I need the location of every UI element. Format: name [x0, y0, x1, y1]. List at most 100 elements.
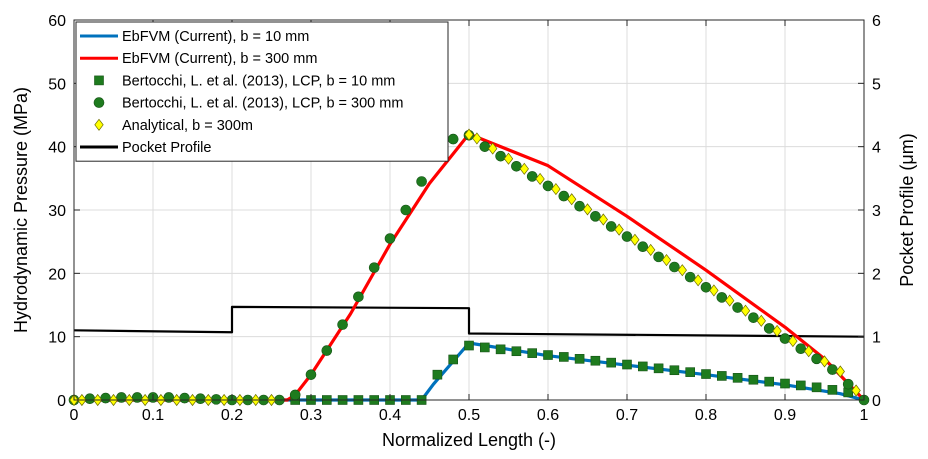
- data-point: [582, 203, 593, 216]
- legend-swatch: [94, 75, 104, 86]
- data-point: [195, 393, 206, 405]
- data-point: [827, 385, 838, 395]
- data-point: [606, 357, 617, 368]
- data-point: [669, 261, 680, 273]
- data-point: [851, 384, 861, 397]
- data-point: [464, 128, 474, 141]
- data-point: [709, 284, 719, 297]
- data-point: [811, 353, 822, 365]
- y2-tick-label: 5: [872, 76, 881, 93]
- data-point: [416, 176, 427, 187]
- x-tick-label: 0.4: [379, 407, 401, 424]
- x-tick-label: 0.7: [616, 407, 638, 424]
- legend: EbFVM (Current), b = 10 mm EbFVM (Current…: [75, 21, 449, 162]
- legend-entry: Bertocchi, L. et al. (2013), LCP, b = 10…: [94, 73, 395, 89]
- y-tick-label: 60: [48, 13, 66, 30]
- x-tick-label: 0.3: [300, 407, 322, 424]
- data-point: [740, 304, 751, 317]
- data-point: [368, 262, 380, 273]
- data-point: [669, 365, 680, 376]
- data-point: [842, 378, 854, 390]
- data-point: [116, 392, 127, 403]
- data-point: [763, 323, 775, 334]
- y-tick-label: 10: [48, 330, 66, 347]
- data-point: [685, 367, 696, 377]
- data-point: [700, 281, 712, 293]
- data-point: [100, 392, 111, 404]
- y2-axis-label: Pocket Profile (μm): [897, 133, 917, 286]
- data-point: [574, 200, 585, 212]
- data-point: [551, 183, 561, 196]
- data-point: [772, 324, 782, 338]
- x-tick-label: 0.5: [458, 407, 480, 424]
- data-point: [637, 361, 648, 372]
- legend-entry: EbFVM (Current), b = 300 mm: [80, 51, 317, 67]
- data-point: [684, 271, 696, 283]
- data-point: [716, 292, 728, 303]
- series-4: [69, 128, 861, 407]
- legend-entry: Analytical, b = 300m: [94, 118, 253, 134]
- data-point: [835, 365, 845, 378]
- x-tick-label: 0.8: [695, 407, 717, 424]
- legend-swatch: [94, 118, 104, 131]
- legend-label: EbFVM (Current), b = 10 mm: [122, 29, 309, 45]
- y2-tick-label: 3: [872, 203, 881, 220]
- data-point: [756, 314, 766, 327]
- data-point: [590, 211, 601, 222]
- data-point: [179, 392, 190, 404]
- legend-label: Pocket Profile: [122, 140, 211, 156]
- x-tick-label: 1: [860, 407, 869, 424]
- data-point: [131, 392, 143, 403]
- data-point: [464, 340, 474, 351]
- data-point: [84, 393, 96, 405]
- data-point: [527, 348, 538, 358]
- data-point: [653, 363, 664, 374]
- series-line: [73, 305, 865, 338]
- legend-entry: Pocket Profile: [80, 140, 211, 156]
- data-point: [535, 172, 545, 186]
- data-point: [622, 359, 632, 370]
- data-point: [400, 204, 412, 216]
- data-point: [384, 233, 396, 244]
- x-tick-label: 0.6: [537, 407, 559, 424]
- data-point: [637, 241, 649, 253]
- y2-tick-label: 4: [872, 140, 881, 157]
- data-point: [210, 394, 222, 405]
- data-point: [543, 350, 553, 360]
- data-point: [503, 152, 514, 165]
- x-tick-label: 0.1: [142, 407, 164, 424]
- data-point: [353, 291, 364, 303]
- y-tick-label: 40: [48, 140, 66, 157]
- data-point: [558, 190, 570, 202]
- legend-box: [75, 21, 449, 162]
- data-point: [590, 355, 601, 366]
- data-point: [447, 133, 459, 145]
- data-point: [511, 346, 522, 357]
- data-point: [614, 223, 624, 236]
- data-point: [748, 312, 759, 323]
- data-point: [811, 382, 822, 393]
- data-point: [764, 376, 775, 387]
- y2-tick-label: 1: [872, 330, 881, 347]
- data-point: [646, 243, 656, 256]
- x-tick-label: 0.9: [774, 407, 796, 424]
- data-point: [598, 213, 608, 226]
- data-point: [732, 302, 743, 313]
- data-point: [337, 319, 348, 330]
- data-point: [788, 335, 798, 348]
- data-point: [677, 264, 687, 277]
- data-point: [511, 161, 522, 172]
- data-point: [163, 392, 175, 403]
- data-point: [526, 171, 538, 182]
- y-tick-label: 0: [57, 393, 66, 410]
- series-5: [73, 305, 865, 338]
- y2-tick-label: 6: [872, 13, 881, 30]
- legend-entry: EbFVM (Current), b = 10 mm: [80, 29, 309, 45]
- ticks: 0 0.1 0.2 0.3 0.4 0.5 0.6 0.7 0.8 0.9 101020304050…: [48, 13, 881, 424]
- data-point: [495, 344, 506, 355]
- data-point: [661, 253, 672, 267]
- data-point: [716, 371, 727, 381]
- data-point: [321, 345, 333, 356]
- legend-label: Bertocchi, L. et al. (2013), LCP, b = 30…: [122, 96, 403, 112]
